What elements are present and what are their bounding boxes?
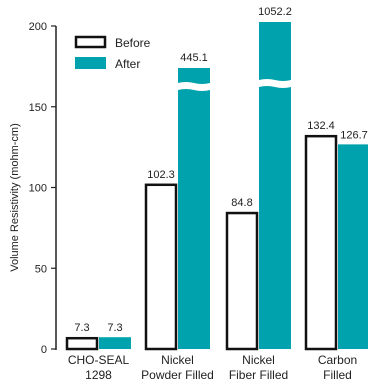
bar-after-lower-segment xyxy=(259,86,291,349)
y-tick-label: 150 xyxy=(29,102,47,114)
bar-after-upper-segment xyxy=(178,68,210,84)
data-label: 7.3 xyxy=(107,322,122,334)
category-label: 1298 xyxy=(85,368,112,382)
data-label: 84.8 xyxy=(231,197,252,209)
legend-label: Before xyxy=(115,36,151,50)
y-tick-label: 200 xyxy=(29,21,47,33)
category-label: Filled xyxy=(323,368,352,382)
bar-before xyxy=(304,134,338,351)
category-label: Nickel xyxy=(242,353,275,367)
legend-swatch-before xyxy=(74,35,107,49)
bar-after xyxy=(99,337,131,349)
bar-before xyxy=(225,211,259,351)
y-tick-label: 100 xyxy=(29,183,47,195)
data-label: 132.4 xyxy=(307,120,335,132)
bar-before xyxy=(65,336,99,351)
legend-swatch-after xyxy=(75,57,106,69)
data-label: 445.1 xyxy=(180,52,208,64)
legend-label: After xyxy=(115,57,140,71)
category-label: Carbon xyxy=(318,353,357,367)
category-label: CHO-SEAL xyxy=(68,353,130,367)
bar-after xyxy=(338,144,368,349)
y-axis-title: Volume Resistivity (mohm-cm) xyxy=(9,123,21,272)
category-label: Powder Filled xyxy=(141,368,214,382)
data-label: 126.7 xyxy=(340,129,368,141)
bar-after-upper-segment xyxy=(259,22,291,81)
bar-after-lower-segment xyxy=(178,89,210,349)
data-label: 1052.2 xyxy=(258,6,292,18)
y-tick-label: 0 xyxy=(41,344,47,356)
bar-before xyxy=(144,183,178,351)
data-label: 102.3 xyxy=(147,169,175,181)
category-label: Nickel xyxy=(161,353,194,367)
y-tick-label: 50 xyxy=(35,263,47,275)
category-label: Fiber Filled xyxy=(229,368,288,382)
data-label: 7.3 xyxy=(74,322,89,334)
